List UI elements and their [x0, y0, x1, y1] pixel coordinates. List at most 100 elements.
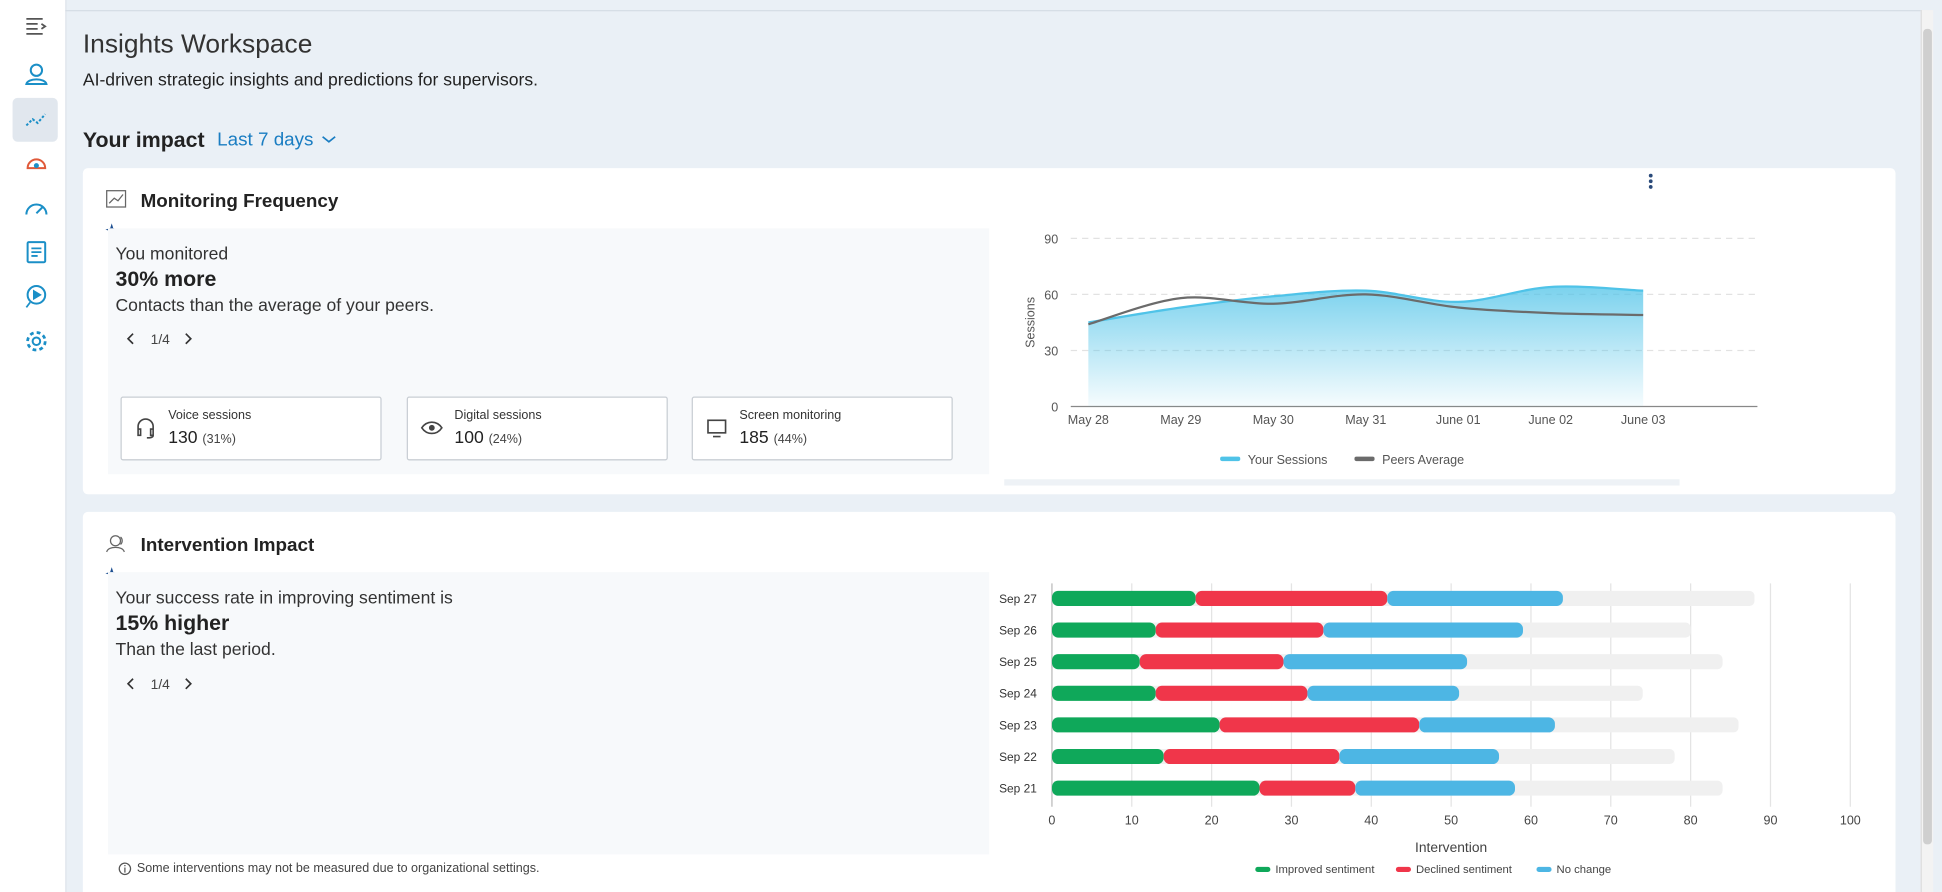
insight-detail: Contacts than the average of your peers.	[115, 294, 434, 315]
bar-segment	[1155, 685, 1308, 701]
speed-icon[interactable]	[23, 194, 51, 222]
insight-detail: Than the last period.	[115, 638, 276, 659]
pager: 1/4	[150, 677, 170, 693]
bar-segment	[1051, 717, 1220, 733]
period-label: Last 7 days	[217, 129, 314, 151]
stat-label: Voice sessions	[168, 408, 252, 423]
x-tick-label: 60	[1524, 813, 1538, 827]
sidebar	[0, 0, 67, 892]
pager-next[interactable]	[183, 677, 193, 690]
trend-icon	[106, 190, 127, 208]
more-menu[interactable]	[1646, 172, 1656, 192]
insight-panel: Your success rate in improving sentiment…	[107, 572, 990, 855]
x-tick-label: May 30	[1253, 413, 1294, 427]
y-tick-label: Sep 27	[999, 592, 1037, 606]
bar-segment	[1307, 685, 1460, 701]
bar-segment	[1051, 685, 1156, 701]
bar-segment	[1323, 622, 1523, 638]
x-tick-label: May 31	[1345, 413, 1386, 427]
legend-swatch	[1220, 456, 1241, 462]
bar-segment	[1155, 622, 1324, 638]
insight-highlight: 30% more	[115, 267, 217, 292]
eye-icon	[420, 421, 443, 435]
top-border	[65, 10, 1924, 12]
x-tick-label: 10	[1125, 813, 1139, 827]
legend-label: Peers Average	[1382, 453, 1464, 467]
area	[1088, 286, 1644, 407]
chart-scroll	[1004, 479, 1680, 486]
insight-panel: You monitored 30% more Contacts than the…	[107, 228, 990, 475]
monitor-icon	[707, 419, 727, 438]
x-tick-label: 80	[1684, 813, 1698, 827]
bar-segment	[1387, 590, 1563, 606]
x-tick-label: June 01	[1436, 413, 1481, 427]
bar-segment	[1051, 622, 1156, 638]
x-tick-label: 0	[1048, 813, 1055, 827]
bar-segment	[1259, 780, 1356, 796]
bar-segment	[1051, 780, 1260, 796]
people-icon	[106, 535, 125, 553]
x-tick-label: 70	[1604, 813, 1618, 827]
stat-box: Digital sessions 100 (24%)	[406, 396, 668, 461]
stat-label: Digital sessions	[454, 408, 542, 423]
insights-icon[interactable]	[23, 105, 51, 133]
stat-share: (24%)	[488, 432, 523, 447]
section-title: Your impact	[82, 127, 205, 152]
period-select[interactable]: Last 7 days	[217, 129, 337, 151]
stat-share: (44%)	[773, 432, 808, 447]
pager-prev[interactable]	[126, 677, 136, 690]
settings-icon[interactable]	[23, 327, 51, 355]
x-tick-label: 30	[1284, 813, 1298, 827]
report-icon[interactable]	[23, 238, 51, 266]
bar-segment	[1419, 717, 1555, 733]
scrollbar[interactable]	[1920, 10, 1934, 892]
bar-chart: 0 10 20 30 40 50 60 70 80 90 100 Intervention Sep 27…	[999, 583, 1861, 876]
x-tick-label: May 28	[1068, 413, 1109, 427]
pager-prev[interactable]	[126, 332, 136, 345]
pager-next[interactable]	[183, 332, 193, 345]
insight-intro: You monitored	[115, 243, 229, 264]
y-tick-label: Sep 24	[999, 687, 1037, 701]
line	[1088, 285, 1644, 324]
y-tick-label: 90	[1044, 232, 1058, 246]
intervention-card: Intervention Impact Your success rate in…	[82, 511, 1896, 892]
insight-highlight: 15% higher	[115, 610, 230, 635]
stat-value: 130	[168, 426, 198, 447]
menu-icon[interactable]	[23, 13, 51, 41]
people-icon[interactable]	[23, 60, 51, 88]
active-nav	[12, 97, 58, 142]
bar-segment	[1195, 590, 1388, 606]
legend-label: Improved sentiment	[1275, 864, 1375, 876]
x-tick-label: May 29	[1160, 413, 1201, 427]
bar-segment	[1219, 717, 1420, 733]
x-tick-label: 50	[1444, 813, 1458, 827]
y-axis-label: Sessions	[1023, 297, 1037, 348]
page-title: Insights Workspace	[82, 30, 313, 59]
x-tick-label: June 03	[1621, 413, 1666, 427]
legend-swatch	[1395, 866, 1411, 872]
playback-icon[interactable]	[23, 282, 51, 310]
x-tick-label: 20	[1205, 813, 1219, 827]
page-subtitle: AI-driven strategic insights and predict…	[82, 69, 539, 90]
gauge-icon[interactable]	[23, 149, 51, 177]
headset-icon	[137, 418, 154, 439]
insight-intro: Your success rate in improving sentiment…	[115, 587, 453, 608]
x-tick-label: 90	[1763, 813, 1777, 827]
y-tick-label: Sep 21	[999, 782, 1037, 796]
monitoring-card: Monitoring Frequency You monitored 30% m…	[82, 168, 1896, 495]
bar-segment	[1051, 748, 1164, 765]
y-tick-label: 0	[1051, 401, 1058, 415]
y-tick-label: Sep 25	[999, 655, 1037, 669]
bar-segment	[1283, 654, 1468, 670]
bar-segment	[1355, 780, 1515, 796]
footnote: Some interventions may not be measured d…	[136, 861, 540, 876]
x-axis-label: Intervention	[1415, 840, 1487, 855]
legend-swatch	[1354, 456, 1375, 462]
y-tick-label: 30	[1044, 344, 1058, 358]
x-tick-label: June 02	[1528, 413, 1573, 427]
y-tick-label: Sep 23	[999, 718, 1037, 732]
legend-swatch	[1536, 866, 1552, 872]
stat-value: 100	[454, 426, 484, 447]
line	[1088, 293, 1644, 326]
